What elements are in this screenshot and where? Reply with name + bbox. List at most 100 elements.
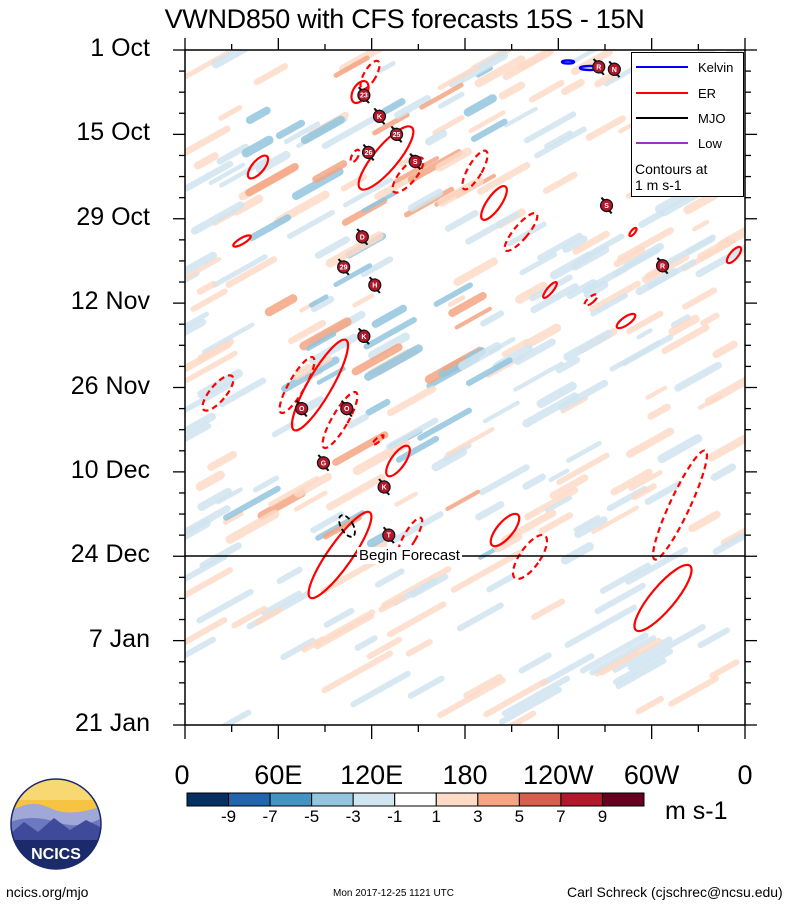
storm-dot: [361, 145, 376, 160]
field-streak: [590, 293, 628, 317]
field-streak: [448, 291, 487, 317]
er-contour: [503, 211, 539, 253]
begin-forecast-label: Begin Forecast: [357, 547, 462, 564]
field-streak: [674, 361, 722, 392]
field-streak: [424, 129, 448, 146]
logo-text: NCICS: [31, 846, 81, 863]
field-streak: [314, 236, 350, 259]
footer-website[interactable]: ncics.org/mjo: [6, 884, 89, 900]
field-streak: [612, 648, 674, 685]
er-contour: [489, 512, 521, 548]
legend-item-er: ER: [636, 85, 716, 101]
field-streak: [350, 670, 411, 708]
storm-marker: 26: [361, 143, 376, 161]
colorbar-tick: 3: [473, 807, 483, 826]
field-streak: [454, 306, 492, 330]
er-contour: [321, 390, 359, 450]
field-streak: [463, 673, 503, 699]
storm-dot: [295, 401, 309, 416]
field-streak: [333, 263, 373, 288]
field-streak: [225, 256, 278, 288]
field-streak: [501, 338, 530, 357]
field-streak: [612, 636, 673, 673]
field-streak: [321, 650, 394, 694]
storm-dot: [372, 109, 387, 123]
field-streak: [326, 474, 386, 511]
field-streak: [647, 403, 671, 420]
er-contour: [246, 154, 270, 180]
field-streak: [280, 637, 316, 661]
legend: Kelvin ER MJO Low Contours at 1 m s-1: [631, 52, 744, 197]
field-streak: [380, 98, 406, 116]
field-streak: [405, 638, 433, 657]
field-streak: [465, 357, 513, 387]
field-streak: [445, 489, 481, 512]
storm-label: R: [660, 263, 665, 270]
legend-swatch-kelvin: [636, 66, 688, 68]
field-streak: [568, 50, 599, 66]
field-streak: [196, 280, 217, 295]
field-streak: [479, 464, 530, 496]
field-streak: [346, 413, 369, 429]
field-streak: [558, 379, 609, 411]
field-streak: [288, 319, 327, 345]
field-streak: [474, 55, 526, 88]
colorbar-swatch: [477, 792, 520, 807]
field-streak: [625, 546, 689, 585]
field-streak: [448, 51, 508, 89]
er-contour: [359, 59, 381, 91]
field-streak: [275, 119, 306, 140]
field-streak: [253, 607, 283, 626]
storm-label: 26: [365, 150, 373, 157]
er-contour: [583, 293, 599, 307]
field-streak: [522, 473, 546, 490]
x-tick-label: 180: [442, 760, 488, 790]
storm-label: O: [299, 406, 305, 413]
field-streak: [190, 201, 245, 235]
field-streak: [286, 209, 335, 240]
field-streak: [211, 254, 268, 288]
er-contour: [391, 156, 425, 194]
colorbar-swatch: [394, 792, 437, 807]
legend-note: Contours at 1 m s-1: [635, 161, 707, 193]
field-streak: [647, 259, 697, 290]
er-contour: [461, 149, 489, 191]
field-streak: [528, 79, 565, 103]
er-contour: [628, 226, 638, 238]
field-streak: [519, 251, 558, 276]
field-streak: [645, 385, 667, 400]
legend-item-mjo: MJO: [636, 110, 725, 126]
field-streak: [589, 280, 641, 313]
field-streak: [276, 566, 303, 585]
field-streak: [264, 294, 298, 317]
legend-label-er: ER: [698, 85, 717, 101]
colorbar-swatch: [228, 792, 271, 807]
field-streak: [386, 417, 439, 450]
field-streak: [515, 281, 548, 304]
field-streak: [668, 675, 719, 707]
field-streak: [549, 252, 593, 280]
field-streak: [625, 427, 675, 458]
field-streak: [294, 363, 311, 375]
field-streak: [316, 366, 346, 385]
field-streak: [190, 288, 228, 312]
field-streak: [442, 355, 467, 372]
field-streak: [387, 601, 447, 638]
field-streak: [493, 532, 523, 553]
field-streak: [450, 549, 524, 593]
field-streak: [560, 396, 588, 414]
field-streak: [556, 452, 610, 485]
storm-label: T: [387, 533, 392, 540]
colorbar-swatch: [560, 792, 603, 807]
colorbar-swatch: [311, 792, 354, 807]
storm-marker: T: [382, 526, 396, 544]
field-streak: [661, 324, 710, 355]
field-streak: [271, 421, 296, 438]
x-tick-label: 0: [174, 760, 190, 790]
field-streak: [537, 232, 583, 261]
field-streak: [516, 50, 554, 72]
field-streak: [325, 231, 384, 268]
field-streak: [185, 257, 222, 281]
storm-dot: [592, 60, 606, 74]
